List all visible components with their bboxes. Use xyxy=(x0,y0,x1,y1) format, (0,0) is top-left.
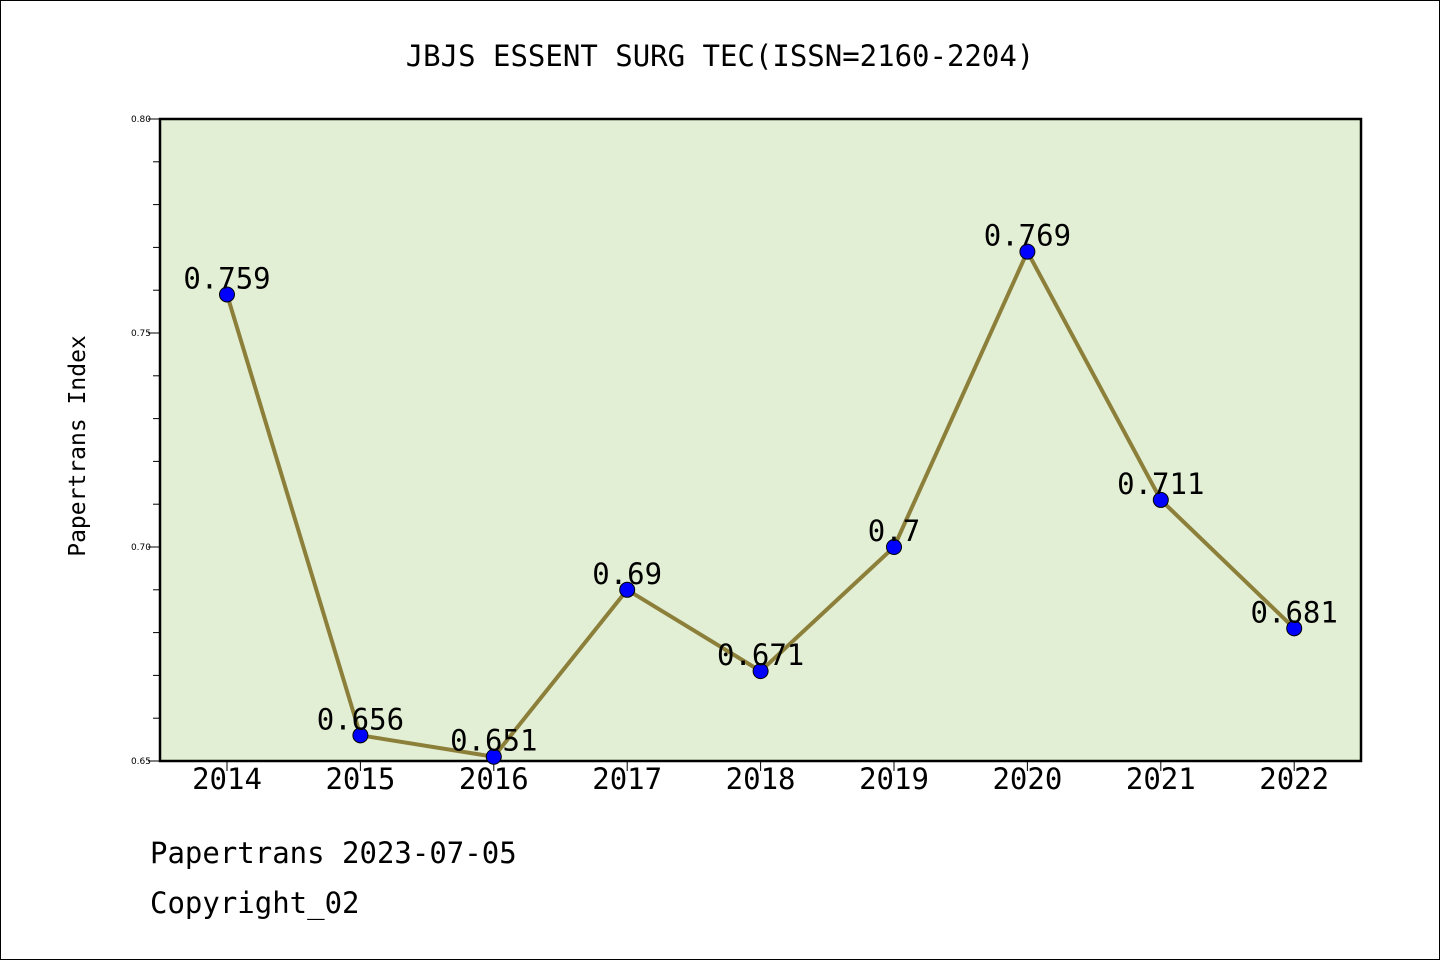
data-point xyxy=(1019,243,1036,260)
y-axis-ticks: 0.65 0.70 0.75 0.80 xyxy=(131,115,160,767)
data-point xyxy=(1286,620,1303,637)
data-label: 0.656 xyxy=(317,702,404,736)
data-point xyxy=(619,581,636,598)
x-tick-label: 2018 xyxy=(726,762,796,796)
plot-area xyxy=(158,117,1363,763)
x-tick-label: 2020 xyxy=(992,762,1062,796)
data-label: 0.769 xyxy=(984,219,1071,253)
y-tick-label: 0.70 xyxy=(131,543,151,553)
x-tick-label: 2016 xyxy=(459,762,529,796)
data-point xyxy=(352,727,369,744)
data-point xyxy=(1152,491,1169,508)
data-point xyxy=(219,286,235,303)
x-tick-label: 2015 xyxy=(325,762,395,796)
data-label: 0.69 xyxy=(592,557,662,591)
y-tick-label: 0.75 xyxy=(131,329,151,339)
footer-source: Papertrans 2023-07-05 xyxy=(150,836,517,870)
data-point xyxy=(485,748,502,765)
data-label: 0.711 xyxy=(1117,467,1204,501)
y-tick-label: 0.80 xyxy=(131,115,151,125)
x-tick-label: 2022 xyxy=(1259,762,1329,796)
x-tick-label: 2019 xyxy=(859,762,929,796)
x-tick-label: 2021 xyxy=(1126,762,1196,796)
data-label: 0.759 xyxy=(183,261,270,295)
data-label: 0.651 xyxy=(450,724,537,758)
data-label: 0.671 xyxy=(717,638,804,672)
x-tick-label: 2017 xyxy=(592,762,662,796)
data-label: 0.681 xyxy=(1251,595,1338,629)
footer-copyright: Copyright_02 xyxy=(150,886,360,920)
data-point xyxy=(886,539,902,555)
data-series: 0.759 0.656 0.651 0.69 0.671 0.7 0.769 0.711 0.6… xyxy=(183,219,1338,765)
y-tick-label: 0.65 xyxy=(131,757,151,767)
data-label: 0.7 xyxy=(868,514,920,548)
data-point xyxy=(752,663,769,680)
x-axis-ticks: 2014 2015 2016 2017 2018 2019 2020 2021 2022 xyxy=(192,761,1329,796)
y-axis-label: Papertrans Index xyxy=(65,335,91,557)
x-tick-label: 2014 xyxy=(192,762,262,796)
chart-title: JBJS ESSENT SURG TEC(ISSN=2160-2204) xyxy=(406,39,1035,73)
